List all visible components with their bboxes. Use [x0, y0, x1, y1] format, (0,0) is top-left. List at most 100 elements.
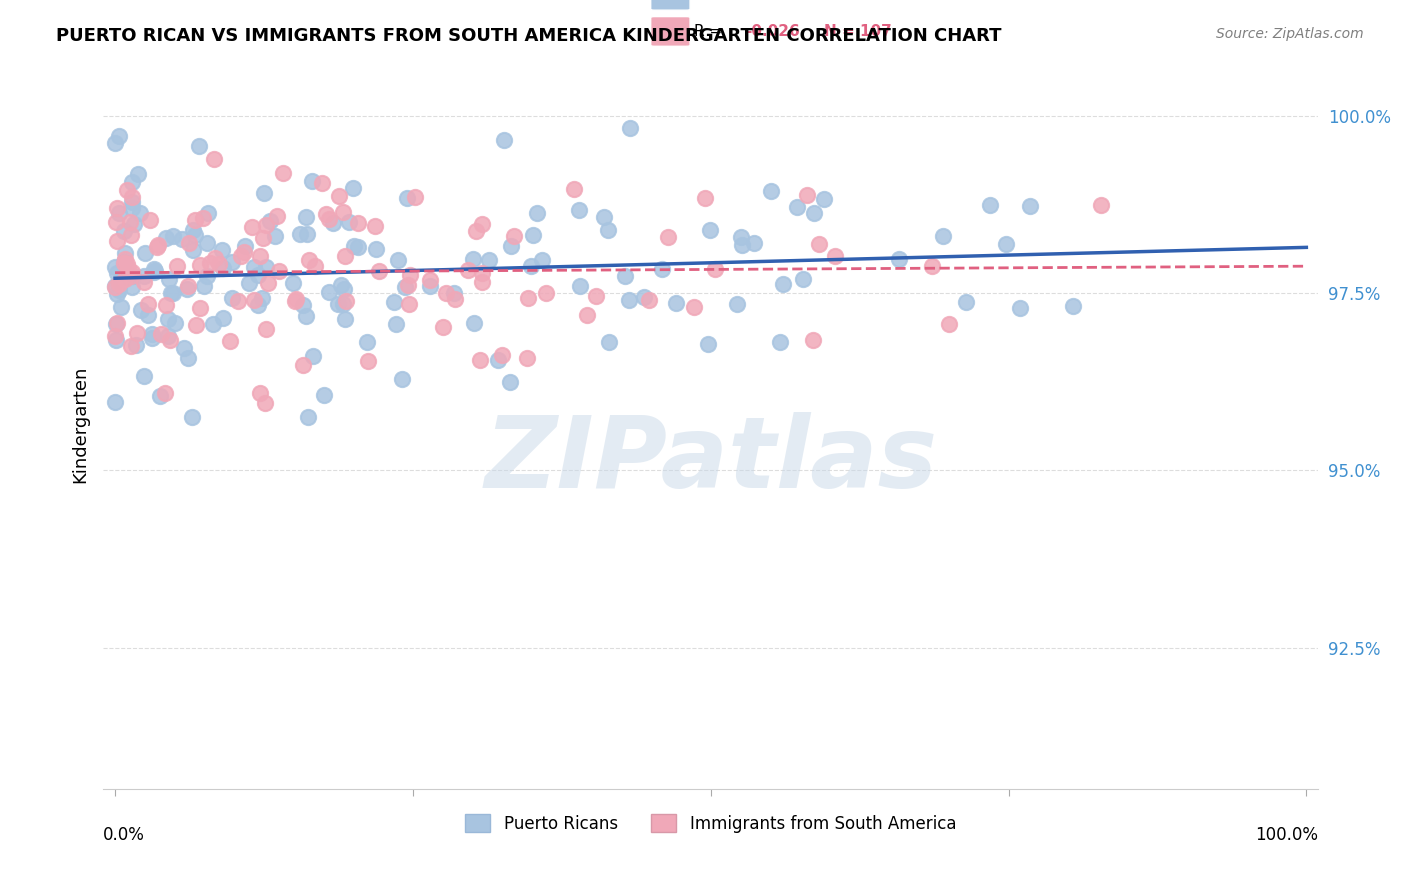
Point	[249, 249, 271, 263]
Point	[105, 267, 128, 281]
Point	[156, 329, 179, 343]
Point	[104, 329, 127, 343]
Point	[813, 193, 835, 207]
Point	[146, 240, 169, 254]
Point	[211, 311, 233, 326]
Point	[134, 246, 156, 260]
Point	[312, 388, 335, 402]
Point	[332, 296, 354, 310]
Point	[204, 153, 226, 167]
Point	[730, 230, 752, 244]
Point	[115, 183, 138, 197]
Point	[195, 268, 218, 283]
Point	[285, 293, 308, 307]
Point	[232, 245, 254, 260]
Point	[1062, 299, 1084, 313]
Point	[186, 318, 208, 332]
Point	[247, 298, 270, 312]
Point	[112, 224, 135, 238]
Point	[143, 264, 166, 278]
Point	[112, 255, 135, 269]
Point	[534, 286, 557, 301]
Point	[364, 219, 387, 233]
Point	[347, 240, 370, 254]
Point	[132, 369, 155, 384]
Point	[598, 223, 620, 237]
Point	[221, 255, 243, 269]
Point	[335, 294, 357, 309]
Point	[302, 350, 325, 364]
Point	[759, 184, 782, 198]
Point	[159, 286, 181, 301]
Point	[115, 257, 138, 271]
Point	[281, 276, 304, 290]
Point	[304, 259, 326, 273]
Point	[796, 188, 818, 202]
Point	[249, 386, 271, 401]
Point	[243, 293, 266, 307]
Point	[122, 217, 145, 231]
Point	[337, 215, 360, 229]
Point	[318, 285, 340, 299]
Point	[250, 291, 273, 305]
Point	[114, 246, 136, 260]
Point	[347, 216, 370, 230]
Text: 0.0%: 0.0%	[103, 826, 145, 845]
Point	[803, 333, 825, 347]
Point	[471, 267, 494, 281]
Point	[104, 215, 127, 229]
Point	[471, 275, 494, 289]
Point	[193, 211, 215, 226]
Point	[233, 239, 256, 253]
Point	[598, 334, 620, 349]
Point	[343, 239, 366, 253]
Legend: Puerto Ricans, Immigrants from South America: Puerto Ricans, Immigrants from South Ame…	[458, 808, 963, 839]
Point	[166, 259, 188, 273]
Point	[110, 300, 132, 314]
Point	[162, 229, 184, 244]
Point	[436, 286, 458, 301]
Text: 100.0%: 100.0%	[1256, 826, 1319, 845]
Point	[157, 312, 180, 326]
Point	[398, 268, 420, 282]
Point	[129, 302, 152, 317]
Point	[938, 317, 960, 331]
Point	[395, 191, 418, 205]
Text: N = 107: N = 107	[824, 23, 891, 38]
Point	[315, 207, 337, 221]
Point	[256, 277, 278, 291]
Point	[792, 272, 814, 286]
Point	[173, 341, 195, 355]
Point	[112, 255, 135, 269]
Point	[259, 214, 281, 228]
Point	[366, 242, 388, 256]
Point	[141, 326, 163, 341]
Point	[115, 268, 138, 282]
Point	[195, 235, 218, 250]
Point	[502, 228, 524, 243]
Point	[183, 227, 205, 242]
Point	[486, 352, 509, 367]
Point	[153, 385, 176, 400]
Point	[682, 300, 704, 314]
Point	[120, 339, 142, 353]
Point	[197, 206, 219, 220]
Point	[328, 297, 350, 311]
Point	[221, 291, 243, 305]
Point	[633, 290, 655, 304]
Point	[141, 331, 163, 345]
Point	[238, 277, 260, 291]
Point	[105, 316, 128, 330]
Point	[104, 279, 127, 293]
Point	[121, 268, 143, 283]
Point	[516, 351, 538, 366]
Point	[295, 227, 318, 241]
Point	[162, 285, 184, 300]
Point	[807, 237, 830, 252]
Point	[292, 298, 315, 312]
Point	[201, 317, 224, 331]
Point	[134, 275, 156, 289]
Point	[704, 261, 727, 276]
Text: PUERTO RICAN VS IMMIGRANTS FROM SOUTH AMERICA KINDERGARTEN CORRELATION CHART: PUERTO RICAN VS IMMIGRANTS FROM SOUTH AM…	[56, 27, 1001, 45]
FancyBboxPatch shape	[651, 17, 690, 46]
